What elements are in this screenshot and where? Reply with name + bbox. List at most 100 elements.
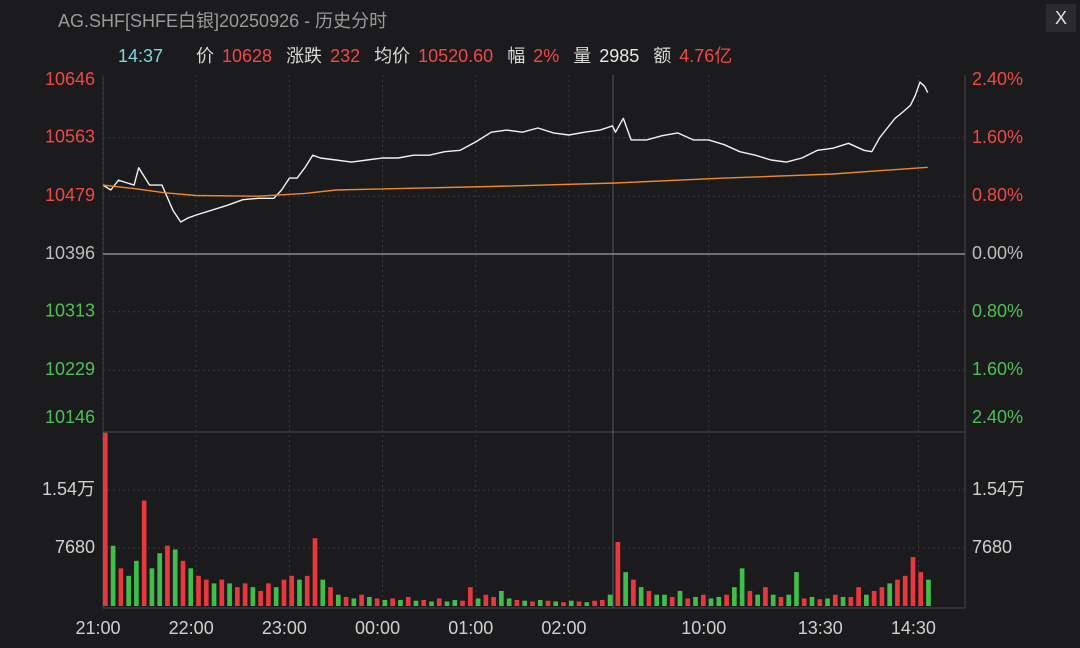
info-value: 2% xyxy=(533,46,559,66)
volume-bar xyxy=(235,587,240,606)
volume-bar xyxy=(887,583,893,606)
volume-bar xyxy=(227,583,232,606)
y2-tick-label: 0.80% xyxy=(972,185,1023,205)
volume-bar xyxy=(398,599,403,606)
x-tick-label: 21:00 xyxy=(75,618,120,638)
volume-bar xyxy=(568,600,574,606)
volume-bar xyxy=(320,579,326,606)
title: AG.SHF[SHFE白银]20250926 - 历史分时 xyxy=(58,11,387,31)
volume-bar xyxy=(134,560,139,606)
volume-bar xyxy=(351,598,357,606)
volume-bar xyxy=(328,587,333,606)
y-tick-label: 10646 xyxy=(45,69,95,89)
volume-bar xyxy=(786,594,792,606)
volume-bar xyxy=(266,583,271,606)
volume-bar xyxy=(654,594,660,606)
volume-bar xyxy=(638,587,644,606)
x-tick-label: 13:30 xyxy=(798,618,843,638)
x-tick-label: 14:30 xyxy=(891,618,936,638)
volume-bar xyxy=(374,598,380,606)
volume-bar xyxy=(553,601,559,606)
volume-tick-label: 1.54万 xyxy=(42,479,95,499)
volume-bar xyxy=(561,602,566,606)
volume-bar xyxy=(584,602,590,606)
volume-tick-label: 7680 xyxy=(55,537,95,557)
y2-tick-label: 2.40% xyxy=(972,407,1023,427)
volume-bar xyxy=(312,538,318,606)
y2-tick-label: 0.80% xyxy=(972,301,1023,321)
volume-bar xyxy=(343,596,349,606)
volume-bar xyxy=(607,594,613,606)
volume-bar xyxy=(545,600,551,606)
y2-tick-label: 2.40% xyxy=(972,69,1023,89)
info-value: 10628 xyxy=(222,46,272,66)
volume-bar xyxy=(188,568,194,606)
volume-bar xyxy=(895,579,900,606)
x-tick-label: 02:00 xyxy=(541,618,586,638)
volume-bar xyxy=(258,590,263,606)
volume-bar xyxy=(289,575,295,606)
volume-bar xyxy=(693,596,698,606)
y-tick-label: 10229 xyxy=(45,359,95,379)
volume-bar xyxy=(902,575,908,606)
volume-tick-label-right: 7680 xyxy=(972,537,1012,557)
volume-bar xyxy=(871,590,877,606)
y2-tick-label: 1.60% xyxy=(972,359,1023,379)
volume-bar xyxy=(491,596,496,606)
volume-bar xyxy=(856,587,861,606)
y-tick-label: 10479 xyxy=(45,185,95,205)
y-tick-label: 10313 xyxy=(45,301,95,321)
x-tick-label: 01:00 xyxy=(448,618,493,638)
volume-bar xyxy=(514,599,520,606)
close-button[interactable] xyxy=(1046,4,1076,32)
volume-bar xyxy=(110,545,116,606)
series-line xyxy=(102,166,928,197)
volume-bar xyxy=(390,598,395,606)
volume-bar xyxy=(180,560,186,606)
volume-bar xyxy=(367,596,372,606)
volume-bar xyxy=(522,600,528,606)
close-label[interactable]: X xyxy=(1055,8,1067,28)
volume-bar xyxy=(732,587,737,606)
info-label: 额 xyxy=(653,46,671,66)
info-value: 232 xyxy=(330,46,360,66)
info-value: 10520.60 xyxy=(418,46,493,66)
volume-bar xyxy=(297,579,302,606)
volume-bar xyxy=(631,579,636,606)
volume-bar xyxy=(429,601,434,606)
volume-bar xyxy=(196,575,201,606)
volume-bar xyxy=(219,579,225,606)
volume-bar xyxy=(817,599,823,606)
volume-bar xyxy=(770,594,776,606)
volume-bar xyxy=(879,587,885,606)
volume-bar xyxy=(436,598,442,606)
volume-bar xyxy=(467,587,473,606)
volume-bar xyxy=(359,594,364,606)
volume-bar xyxy=(382,599,388,606)
volume-bar xyxy=(910,557,916,606)
volume-bar xyxy=(506,598,512,606)
volume-bar xyxy=(809,596,815,606)
volume-bar xyxy=(662,594,667,606)
volume-bar xyxy=(172,549,178,606)
volume-bar xyxy=(739,568,745,606)
volume-tick-label-right: 1.54万 xyxy=(972,479,1025,499)
volume-bar xyxy=(335,594,341,606)
volume-bar xyxy=(801,598,807,606)
volume-bar xyxy=(452,599,458,606)
volume-bar xyxy=(149,568,155,606)
volume-bar xyxy=(708,598,714,606)
volume-bar xyxy=(623,572,628,606)
volume-bar xyxy=(281,579,287,606)
volume-bar xyxy=(832,594,838,606)
volume-bar xyxy=(778,596,784,606)
volume-bar xyxy=(669,596,675,606)
x-tick-label: 22:00 xyxy=(169,618,214,638)
y-tick-label: 10563 xyxy=(45,127,95,147)
volume-bar xyxy=(242,583,248,606)
volume-bar xyxy=(794,572,799,606)
info-label: 涨跌 xyxy=(286,46,322,66)
x-tick-label: 23:00 xyxy=(262,618,307,638)
